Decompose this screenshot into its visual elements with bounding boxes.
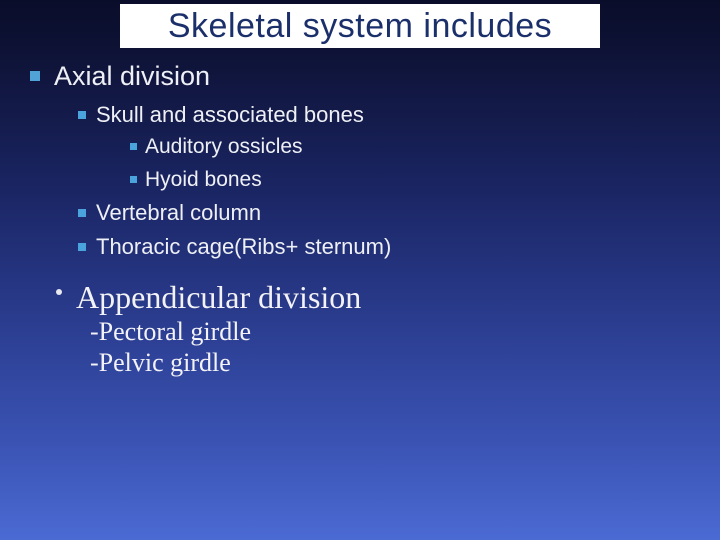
list-item: Vertebral column [78,198,690,228]
item-pectoral: -Pectoral girdle [90,316,251,347]
content-area: Axial division Skull and associated bone… [30,60,690,378]
square-bullet-icon [78,243,86,251]
list-item: Hyoid bones [130,166,690,194]
item-thoracic: Thoracic cage(Ribs+ sternum) [96,232,391,262]
list-item: Skull and associated bones [78,100,690,130]
square-bullet-icon [130,176,137,183]
list-item: Thoracic cage(Ribs+ sternum) [78,232,690,262]
square-bullet-icon [78,209,86,217]
item-hyoid: Hyoid bones [145,166,262,194]
list-item: -Pectoral girdle [90,316,690,347]
appendicular-heading: Appendicular division [76,278,361,316]
list-item: -Pelvic girdle [90,347,690,378]
item-skull: Skull and associated bones [96,100,364,130]
slide-title: Skeletal system includes [168,7,552,46]
square-bullet-icon [30,71,40,81]
list-item: Auditory ossicles [130,133,690,161]
title-container: Skeletal system includes [120,4,600,48]
square-bullet-icon [130,143,137,150]
slide: Skeletal system includes Axial division … [0,0,720,540]
item-auditory: Auditory ossicles [145,133,303,161]
item-vertebral: Vertebral column [96,198,261,228]
square-bullet-icon [78,111,86,119]
axial-heading: Axial division [54,60,210,94]
dot-bullet-icon [56,289,62,295]
appendicular-heading-row: Appendicular division [56,272,690,316]
axial-heading-row: Axial division [30,60,690,94]
item-pelvic: -Pelvic girdle [90,347,231,378]
